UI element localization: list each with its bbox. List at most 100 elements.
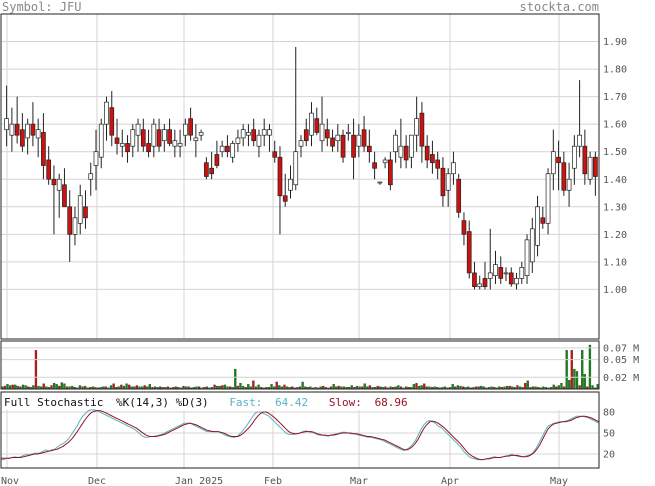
candle bbox=[587, 151, 593, 185]
candle bbox=[267, 124, 272, 152]
candle-body bbox=[77, 195, 83, 224]
candle bbox=[566, 162, 572, 207]
panel-frame bbox=[0, 340, 600, 390]
volume-bar bbox=[34, 350, 38, 390]
candle bbox=[209, 151, 214, 180]
candle-body bbox=[377, 181, 383, 184]
candle bbox=[366, 129, 372, 163]
candle bbox=[135, 118, 141, 152]
candle bbox=[356, 124, 362, 158]
candle-body bbox=[330, 137, 335, 147]
volume-bar bbox=[247, 384, 250, 390]
candle-body bbox=[72, 217, 78, 235]
candle bbox=[35, 118, 41, 158]
candle-body bbox=[424, 145, 430, 161]
candle bbox=[109, 91, 115, 147]
candle-body bbox=[508, 272, 514, 285]
stochastic-title: Full Stochastic bbox=[4, 396, 103, 409]
candle bbox=[303, 118, 309, 147]
candle bbox=[88, 162, 94, 196]
price-tick-label: 1.70 bbox=[603, 92, 627, 103]
volume-bar bbox=[270, 384, 273, 390]
volume-bar bbox=[8, 385, 12, 390]
volume-bar bbox=[112, 383, 115, 390]
candle bbox=[335, 124, 341, 152]
candle bbox=[461, 212, 467, 246]
volume-bar bbox=[578, 385, 581, 390]
volume-bar bbox=[456, 385, 460, 390]
price-tick-label: 1.90 bbox=[603, 37, 627, 48]
stochastic-tick-label: 50 bbox=[603, 429, 615, 440]
candle-body bbox=[9, 123, 15, 136]
candle bbox=[198, 129, 204, 141]
candle bbox=[445, 168, 451, 207]
volume-bar bbox=[420, 385, 423, 390]
candle-body bbox=[256, 134, 262, 147]
candle-body bbox=[4, 118, 9, 131]
candle bbox=[550, 129, 556, 191]
candle-body bbox=[545, 173, 551, 224]
candle-body bbox=[298, 140, 304, 147]
stochastic-tick-label: 80 bbox=[603, 408, 615, 419]
volume-bar bbox=[125, 383, 128, 390]
volume-bar bbox=[32, 385, 35, 390]
volume-bar bbox=[557, 385, 561, 390]
candle-body bbox=[314, 118, 320, 133]
candle bbox=[261, 118, 267, 147]
candle bbox=[482, 261, 488, 290]
candle-body bbox=[25, 123, 31, 139]
candle-body bbox=[151, 123, 157, 147]
candle-body bbox=[214, 154, 220, 166]
volume-bar bbox=[565, 350, 568, 390]
candle bbox=[535, 195, 540, 257]
candle bbox=[503, 267, 509, 282]
candle bbox=[98, 118, 104, 169]
candle-body bbox=[388, 159, 393, 186]
candle-body bbox=[267, 129, 272, 136]
candle-body bbox=[219, 145, 225, 153]
stochastic-axis-ticks: 80 50 20 bbox=[603, 408, 615, 461]
panel-frames bbox=[0, 13, 600, 469]
x-axis-label: Jan 2025 bbox=[175, 476, 223, 486]
candle-body bbox=[272, 151, 278, 158]
candle-body bbox=[393, 134, 398, 153]
candle-body bbox=[345, 132, 351, 134]
candle bbox=[487, 228, 493, 290]
candle-body bbox=[440, 167, 446, 197]
volume-bar bbox=[42, 383, 45, 390]
candle bbox=[230, 140, 236, 163]
x-axis-label: May bbox=[550, 476, 568, 486]
candle bbox=[114, 118, 120, 155]
fast-label: Fast: bbox=[229, 396, 262, 409]
volume-axis-ticks: 0.07 M0.05 M 0.02 M bbox=[603, 343, 639, 383]
candle-body bbox=[335, 134, 341, 142]
candle bbox=[193, 124, 199, 158]
candle bbox=[156, 118, 162, 152]
candle bbox=[225, 135, 230, 158]
candle bbox=[62, 168, 67, 208]
candle bbox=[571, 135, 577, 185]
volume-bar bbox=[588, 344, 592, 390]
volume-bar bbox=[526, 380, 529, 390]
candle-body bbox=[188, 118, 193, 136]
candle bbox=[167, 118, 172, 147]
candle-body bbox=[240, 129, 246, 139]
stochastic-lines bbox=[1, 409, 600, 461]
candle-body bbox=[177, 143, 183, 147]
volume-bar bbox=[415, 382, 418, 390]
candle-body bbox=[230, 143, 236, 158]
candle-body bbox=[487, 272, 493, 279]
candle-body bbox=[46, 159, 52, 180]
candle bbox=[282, 173, 288, 207]
candle-body bbox=[414, 118, 419, 136]
candle-body bbox=[98, 123, 104, 158]
candle-body bbox=[356, 134, 362, 147]
candle-body bbox=[566, 178, 572, 191]
symbol-label: Symbol: JFU bbox=[2, 0, 82, 14]
candle-body bbox=[56, 178, 62, 191]
candle bbox=[77, 184, 83, 235]
candle bbox=[214, 140, 220, 169]
candle bbox=[493, 250, 498, 284]
candle-body bbox=[550, 151, 556, 175]
candle bbox=[246, 124, 251, 147]
